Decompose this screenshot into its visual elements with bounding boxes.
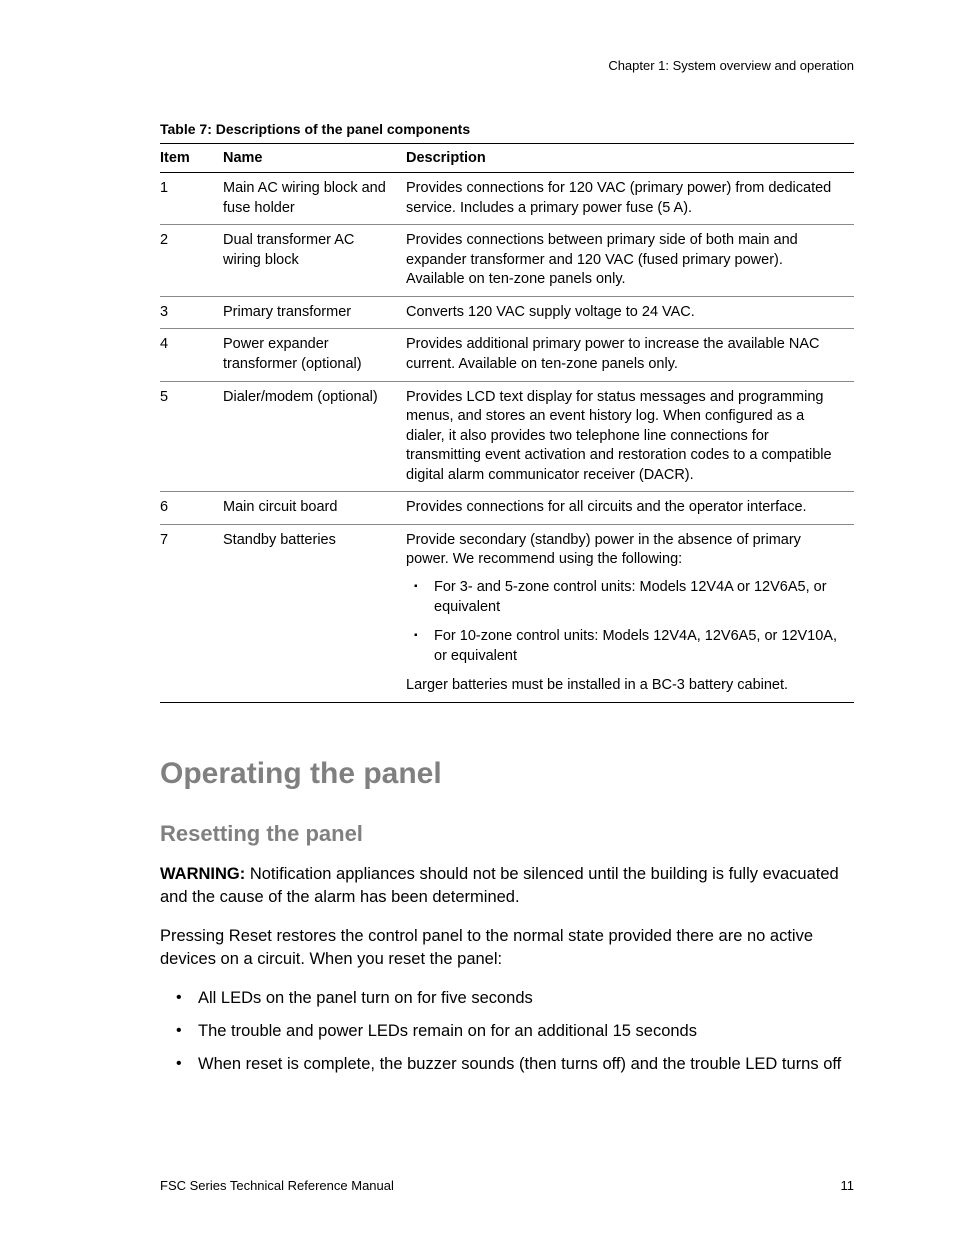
cell-name: Primary transformer (223, 296, 406, 329)
table-header-row: Item Name Description (160, 144, 854, 173)
cell-name: Main circuit board (223, 492, 406, 525)
cell-name: Standby batteries (223, 524, 406, 702)
cell-desc: Provides connections between primary sid… (406, 225, 854, 297)
table-row: 1 Main AC wiring block and fuse holder P… (160, 173, 854, 225)
cell-desc: Provides additional primary power to inc… (406, 329, 854, 381)
cell-desc: Converts 120 VAC supply voltage to 24 VA… (406, 296, 854, 329)
warning-paragraph: WARNING: Notification appliances should … (160, 863, 854, 909)
footer-title: FSC Series Technical Reference Manual (160, 1178, 394, 1193)
table-row: 7 Standby batteries Provide secondary (s… (160, 524, 854, 702)
cell-item: 5 (160, 381, 223, 492)
col-header-desc: Description (406, 144, 854, 173)
table-row: 6 Main circuit board Provides connection… (160, 492, 854, 525)
warning-text: Notification appliances should not be si… (160, 865, 839, 906)
cell-item: 3 (160, 296, 223, 329)
table-caption: Table 7: Descriptions of the panel compo… (160, 121, 854, 137)
components-table: Item Name Description 1 Main AC wiring b… (160, 143, 854, 703)
table-row: 2 Dual transformer AC wiring block Provi… (160, 225, 854, 297)
cell-item: 6 (160, 492, 223, 525)
cell-desc: Provide secondary (standby) power in the… (406, 524, 854, 702)
table-row: 4 Power expander transformer (optional) … (160, 329, 854, 381)
cell-desc: Provides connections for all circuits an… (406, 492, 854, 525)
col-header-item: Item (160, 144, 223, 173)
cell-name: Dialer/modem (optional) (223, 381, 406, 492)
cell-item: 4 (160, 329, 223, 381)
cell-desc: Provides LCD text display for status mes… (406, 381, 854, 492)
cell-item: 2 (160, 225, 223, 297)
page: Chapter 1: System overview and operation… (0, 0, 954, 1235)
table-row: 5 Dialer/modem (optional) Provides LCD t… (160, 381, 854, 492)
cell-item: 1 (160, 173, 223, 225)
table-row: 3 Primary transformer Converts 120 VAC s… (160, 296, 854, 329)
section-heading: Operating the panel (160, 757, 854, 791)
warning-label: WARNING: (160, 865, 245, 883)
page-footer: FSC Series Technical Reference Manual 11 (160, 1178, 854, 1193)
footer-page-number: 11 (841, 1178, 855, 1193)
cell-name: Power expander transformer (optional) (223, 329, 406, 381)
cell-desc-outro: Larger batteries must be installed in a … (406, 676, 842, 696)
cell-name: Dual transformer AC wiring block (223, 225, 406, 297)
cell-item: 7 (160, 524, 223, 702)
reset-steps-list: All LEDs on the panel turn on for five s… (176, 987, 854, 1076)
list-item: All LEDs on the panel turn on for five s… (176, 987, 854, 1010)
cell-name: Main AC wiring block and fuse holder (223, 173, 406, 225)
cell-desc: Provides connections for 120 VAC (primar… (406, 173, 854, 225)
list-item: When reset is complete, the buzzer sound… (176, 1053, 854, 1076)
list-item: For 10-zone control units: Models 12V4A,… (406, 627, 842, 666)
running-header: Chapter 1: System overview and operation (160, 58, 854, 73)
col-header-name: Name (223, 144, 406, 173)
list-item: For 3- and 5-zone control units: Models … (406, 578, 842, 617)
cell-desc-intro: Provide secondary (standby) power in the… (406, 531, 842, 570)
subsection-heading: Resetting the panel (160, 821, 854, 847)
body-paragraph: Pressing Reset restores the control pane… (160, 925, 854, 971)
inner-bullet-list: For 3- and 5-zone control units: Models … (406, 578, 842, 666)
list-item: The trouble and power LEDs remain on for… (176, 1020, 854, 1043)
